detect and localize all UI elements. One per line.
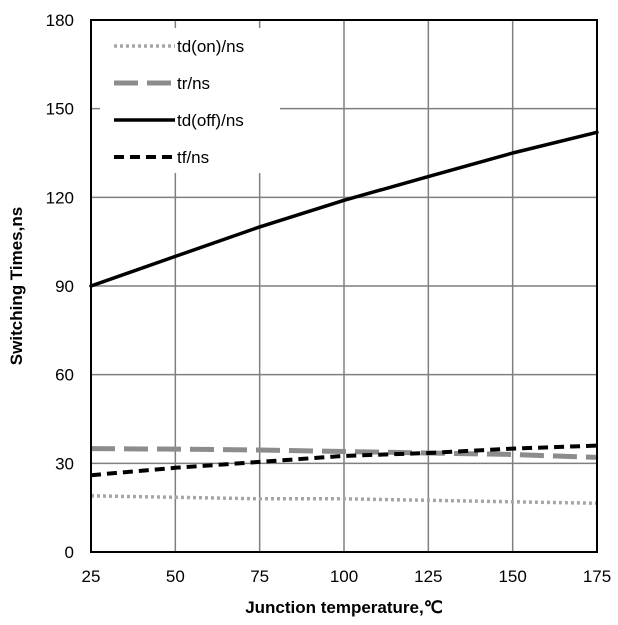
y-tick-label: 90	[55, 277, 74, 296]
y-tick-label: 180	[46, 11, 74, 30]
y-tick-labels: 0 30 60 90 120 150 180	[46, 11, 74, 562]
legend-background	[100, 28, 280, 173]
plot-frame	[90, 19, 598, 553]
x-tick-label: 25	[82, 567, 101, 586]
series-line-tf-ns	[90, 443, 598, 478]
legend-label-tf-ns: tf/ns	[177, 148, 209, 167]
x-tick-label: 150	[498, 567, 526, 586]
x-tick-label: 100	[330, 567, 358, 586]
x-tick-label: 50	[166, 567, 185, 586]
legend-label-td-on-ns: td(on)/ns	[177, 37, 244, 56]
y-tick-label: 60	[55, 366, 74, 385]
x-axis-title: Junction temperature,℃	[245, 598, 443, 617]
y-tick-label: 120	[46, 188, 74, 207]
series-line-td-on-ns	[90, 494, 598, 505]
x-tick-label: 125	[414, 567, 442, 586]
legend: td(on)/ns tr/ns td(off)/ns tf/ns	[100, 28, 280, 173]
x-tick-label: 175	[583, 567, 611, 586]
y-tick-label: 30	[55, 454, 74, 473]
series-line-td-off-ns	[89, 130, 599, 288]
y-tick-label: 150	[46, 100, 74, 119]
legend-label-tr-ns: tr/ns	[177, 74, 210, 93]
x-tick-labels: 25 50 75 100 125 150 175	[82, 567, 612, 586]
y-tick-label: 0	[65, 543, 74, 562]
series-line-tr-ns	[90, 446, 598, 460]
y-axis-title: Switching Times,ns	[7, 207, 26, 365]
legend-label-td-off-ns: td(off)/ns	[177, 111, 244, 130]
series-lines	[89, 130, 599, 505]
x-tick-label: 75	[250, 567, 269, 586]
